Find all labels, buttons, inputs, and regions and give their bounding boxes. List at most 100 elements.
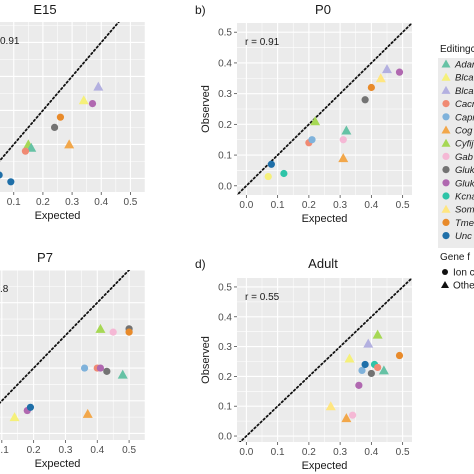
legend-key: [442, 166, 450, 174]
legend-key: [442, 232, 450, 240]
legend-label: Blca: [455, 73, 473, 84]
x-tick-label: 0.1: [7, 197, 21, 208]
correlation-label: r = 0.55: [245, 292, 280, 303]
x-tick-label: 0.1: [271, 200, 285, 211]
legend-label: Gab: [455, 152, 473, 163]
legend-label: Gluk: [455, 178, 474, 189]
identity-line: [238, 278, 412, 442]
legend-label: Unc: [455, 231, 472, 242]
x-tick-label: 0.3: [333, 200, 347, 211]
data-point: [95, 323, 106, 333]
data-point: [382, 64, 392, 74]
legend: Editingc Adar Blca Blca Cacr Capr Cog Cyfij Gab G…: [438, 44, 474, 292]
data-point: [339, 136, 347, 144]
y-tick-label: 0.2: [218, 372, 232, 383]
data-point: [367, 369, 375, 378]
legend-shape-label: Othe: [453, 281, 474, 292]
data-point: [338, 153, 349, 163]
legend-label: Cacr: [455, 99, 474, 110]
panel-tag: b): [195, 3, 206, 17]
correlation-label: 0.91: [0, 36, 20, 47]
legend-label: Tme: [455, 218, 474, 229]
data-point: [26, 403, 35, 411]
x-tick-label: 0.4: [364, 447, 378, 458]
legend-label: Adar: [454, 60, 474, 71]
x-tick-label: 0.5: [396, 200, 410, 211]
data-point: [363, 338, 374, 348]
legend-key: [442, 218, 450, 226]
panel-1: 0.1 0.2 0.3 0.4 0.5 Expected E15 0.91: [0, 2, 145, 222]
x-tick-label: 0.4: [94, 197, 108, 208]
data-point: [21, 147, 30, 155]
data-point: [358, 366, 366, 375]
data-point: [56, 113, 65, 121]
y-axis-title: Observed: [200, 336, 212, 384]
x-tick-label: 0.1: [271, 447, 285, 458]
legend-label: Gluk: [455, 165, 474, 176]
data-point: [361, 96, 369, 104]
data-point: [7, 178, 15, 186]
x-tick-label: 0.2: [27, 445, 41, 456]
legend-shape-key: [442, 269, 448, 275]
legend-label: Capr: [455, 112, 474, 123]
x-tick-label: 0.3: [333, 447, 347, 458]
legend-label: Blca: [455, 86, 473, 97]
points: [9, 323, 133, 422]
x-tick-label: 0.2: [36, 197, 50, 208]
y-tick-label: 0.1: [218, 151, 232, 162]
legend-key: [441, 125, 451, 134]
y-tick-label: 0.3: [218, 89, 232, 100]
x-tick-label: 0.5: [123, 197, 137, 208]
legend-key: [442, 113, 450, 121]
legend-label: Cyfij: [455, 139, 474, 150]
gridlines: [0, 270, 145, 440]
y-axis-title: Observed: [200, 85, 212, 133]
x-axis-title: Expected: [35, 458, 81, 470]
data-point: [372, 329, 383, 339]
data-point: [9, 412, 20, 422]
y-tick-label: 0.0: [218, 181, 232, 192]
data-point: [375, 73, 386, 83]
data-point: [0, 171, 3, 179]
correlation-label: r = 0.91: [245, 37, 280, 48]
x-tick-label: 0.5: [122, 445, 136, 456]
x-axis-title: Expected: [302, 460, 348, 472]
x-axis-title: Expected: [302, 213, 348, 225]
x-tick-label: 0.4: [364, 200, 378, 211]
data-point: [310, 116, 321, 126]
legend-key: [441, 72, 451, 81]
y-tick-label: 0.1: [218, 402, 232, 413]
x-axis-title: Expected: [35, 210, 81, 222]
data-point: [341, 413, 352, 423]
gridlines: [237, 23, 412, 195]
data-point: [374, 363, 382, 372]
legend-key: [441, 138, 451, 147]
plot-background: [0, 270, 145, 440]
panel-4: 0.0 0.1 0.2 0.3 0.4 0.5 0.0 0.1 0.2 0.3 0.4 0.5 Expe…: [195, 256, 412, 472]
legend-key: [442, 152, 450, 160]
data-point: [355, 381, 363, 389]
data-point: [367, 83, 375, 92]
x-tick-label: 0.2: [302, 447, 316, 458]
data-point: [117, 369, 128, 379]
data-point: [82, 408, 93, 418]
data-point: [50, 123, 59, 131]
legend-title: Editingc: [440, 44, 474, 55]
data-point: [88, 100, 97, 108]
x-tick-label: 0.3: [59, 445, 73, 456]
data-point: [395, 68, 404, 76]
panel-2: 0.0 0.1 0.2 0.3 0.4 0.5 0.0 0.1 0.2 0.3 0.4 0.5 Expe…: [195, 2, 412, 225]
panel-title: E15: [33, 2, 56, 17]
data-point: [264, 172, 272, 181]
data-point: [103, 367, 111, 375]
data-point: [93, 81, 104, 91]
x-tick-label: 0.0: [239, 200, 253, 211]
data-point: [78, 95, 89, 105]
y-tick-label: 0.4: [218, 58, 232, 69]
data-point: [125, 328, 133, 336]
y-tick-label: 0.3: [218, 342, 232, 353]
y-tick-label: 0.2: [218, 120, 232, 131]
data-point: [325, 401, 336, 411]
data-point: [96, 364, 105, 372]
